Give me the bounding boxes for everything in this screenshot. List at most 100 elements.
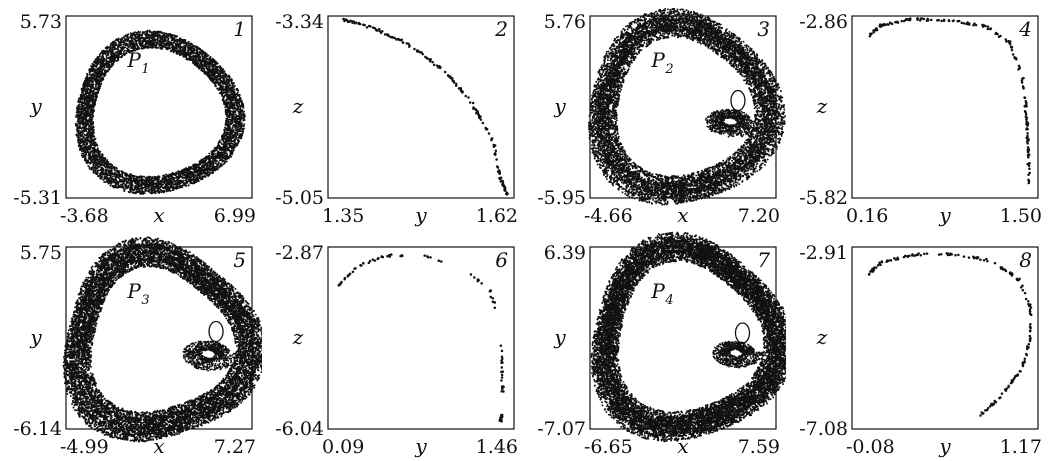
data-point: [225, 147, 228, 150]
data-point: [191, 167, 194, 170]
data-point: [231, 83, 234, 86]
data-point: [87, 123, 89, 126]
data-point: [171, 42, 174, 44]
data-point: [84, 95, 87, 98]
data-point: [99, 175, 101, 177]
data-point: [96, 169, 99, 172]
data-point: [171, 49, 174, 52]
data-point: [88, 167, 91, 170]
data-point: [109, 61, 112, 63]
data-point: [230, 131, 232, 134]
data-point: [157, 30, 160, 33]
data-point: [179, 174, 182, 177]
data-point: [91, 149, 94, 152]
data-point: [187, 41, 190, 44]
data-point: [132, 34, 135, 36]
data-point: [122, 182, 125, 185]
data-point: [120, 49, 123, 52]
data-point: [232, 88, 235, 91]
data-point: [177, 181, 179, 184]
data-point: [223, 140, 225, 143]
data-point: [88, 131, 91, 134]
data-point: [145, 185, 148, 188]
data-point: [241, 111, 244, 113]
data-point: [224, 91, 227, 94]
data-point: [242, 104, 245, 107]
data-point: [95, 80, 98, 83]
data-point: [93, 71, 96, 74]
data-point: [239, 106, 242, 109]
data-point: [90, 168, 93, 171]
data-point: [85, 141, 88, 144]
data-point: [175, 171, 178, 174]
data-point: [110, 65, 113, 68]
data-point: [184, 168, 187, 171]
data-point: [224, 108, 227, 111]
data-point: [221, 74, 224, 77]
data-point: [209, 62, 212, 65]
data-point: [174, 181, 177, 183]
data-point: [127, 184, 130, 187]
data-point: [99, 58, 102, 60]
data-point: [163, 174, 165, 177]
data-point: [156, 37, 159, 40]
data-point: [126, 36, 129, 39]
data-point: [103, 181, 106, 184]
data-point: [150, 46, 153, 48]
data-point: [222, 163, 225, 166]
data-point: [146, 187, 149, 190]
data-point: [175, 179, 178, 182]
data-point: [75, 115, 77, 118]
data-point: [188, 166, 191, 169]
data-point: [234, 126, 237, 129]
data-point: [200, 69, 203, 72]
data-point: [135, 39, 137, 42]
data-point: [213, 64, 216, 67]
data-point: [224, 122, 227, 125]
data-point: [232, 85, 235, 88]
data-point: [92, 154, 95, 157]
data-point: [81, 123, 84, 126]
data-point: [211, 154, 214, 157]
data-point: [218, 89, 221, 91]
data-point: [207, 175, 210, 177]
data-point: [117, 183, 120, 185]
data-point: [104, 47, 107, 49]
data-point: [232, 134, 235, 137]
data-point: [81, 141, 84, 144]
data-point: [220, 143, 223, 145]
data-point: [107, 163, 110, 166]
data-point: [107, 70, 109, 73]
data-point: [197, 165, 200, 168]
data-point: [115, 179, 117, 182]
data-point: [200, 173, 203, 176]
data-point: [109, 176, 112, 179]
data-point: [212, 156, 215, 159]
data-point: [134, 37, 137, 40]
data-point: [186, 49, 189, 52]
data-point: [147, 175, 150, 178]
data-point: [167, 38, 170, 41]
data-point: [103, 159, 106, 162]
data-point: [205, 157, 208, 160]
data-point: [225, 82, 228, 85]
data-point: [183, 174, 186, 177]
data-point: [140, 47, 143, 50]
data-point: [208, 152, 211, 155]
data-point: [95, 169, 97, 172]
data-point: [201, 70, 204, 73]
data-point: [128, 191, 131, 194]
data-point: [198, 58, 201, 61]
data-point: [103, 164, 106, 167]
data-point: [92, 166, 95, 169]
data-point: [121, 41, 124, 44]
data-point: [178, 176, 181, 179]
data-point: [82, 135, 85, 138]
data-point: [111, 46, 114, 49]
data-point: [94, 85, 97, 88]
data-point: [91, 83, 94, 86]
data-point: [92, 111, 94, 114]
data-point: [227, 74, 230, 77]
data-point: [87, 127, 90, 130]
data-point: [184, 42, 187, 45]
